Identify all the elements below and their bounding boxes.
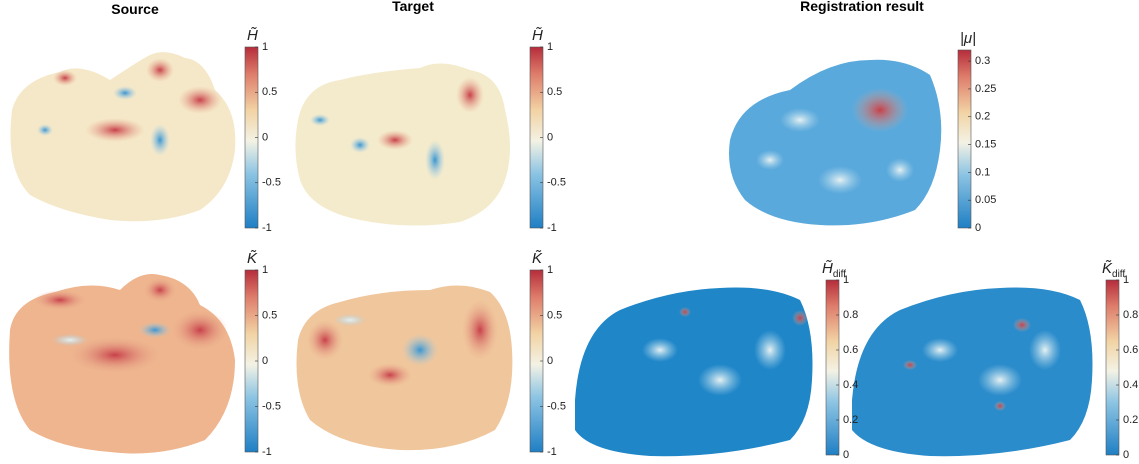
surface-source-k [9,274,235,454]
colorbar-tick-label: 0.6 [1123,344,1138,356]
panel-title: Registration result [800,0,924,14]
colorbar [1106,280,1119,455]
colorbar-label-symbol: H̃ [247,27,258,44]
colorbar-label-subscript: diff [833,269,846,280]
colorbar-label: H̃ [532,27,543,44]
colorbar-tick-label: 0 [262,355,268,367]
colorbar-tick-label: 0.8 [843,309,858,321]
colorbar-label-symbol: |μ| [960,30,976,47]
surface-source-h [10,52,235,221]
surface-registration [729,60,941,226]
surface-target-k [297,285,513,450]
colorbar-tick-label: 1 [262,264,268,276]
colorbar-tick-label: 1 [262,41,268,53]
colorbar-tick-label: -1 [547,222,557,234]
colorbar-label-symbol: K̃ [247,250,258,267]
surface-target-h [295,63,510,225]
colorbar-tick-label: 0.2 [975,111,990,123]
surface-h-diff [575,288,813,457]
colorbar-tick-label: 0 [1123,449,1129,461]
colorbar-label-symbol: H̃ [532,27,543,44]
colorbar-label-symbol: K̃ [532,250,543,267]
colorbar-tick-label: -0.5 [547,177,566,189]
figure: Source Target Registration result 1 0.5 0 -… [0,0,1139,464]
colorbar-tick-label: 0.5 [262,309,277,321]
colorbar-tick-label: 0.5 [547,86,562,98]
colorbar-tick-label: 0.1 [975,166,990,178]
panel-title: Source [111,1,159,17]
colorbar-tick-label: 0.4 [843,379,858,391]
colorbar-tick-label: 0.5 [547,309,562,321]
colorbar-tick-label: 0.5 [262,86,277,98]
colorbar-label-subscript: diff [1112,269,1125,280]
panel-title: Target [392,0,434,14]
colorbar-label: K̃ [532,250,543,267]
colorbar-tick-label: 0.8 [1123,309,1138,321]
colorbar-tick-label: 0 [262,131,268,143]
colorbar-tick-label: 0.2 [843,414,858,426]
colorbar-tick-label: 1 [547,264,553,276]
colorbar-tick-label: 0.6 [843,344,858,356]
colorbar-tick-label: 0.15 [975,138,996,150]
colorbar [826,280,839,455]
colorbar [958,50,971,228]
colorbar-tick-label: 0 [843,449,849,461]
colorbar-tick-label: -0.5 [547,400,566,412]
colorbar-tick-label: -1 [262,446,272,458]
colorbar-tick-label: 0 [547,355,553,367]
colorbar-tick-label: 0 [975,222,981,234]
colorbar-tick-label: 0.4 [1123,379,1138,391]
surface-k-diff [852,288,1093,457]
colorbar-tick-label: 0.25 [975,83,996,95]
colorbar-tick-label: 0 [547,131,553,143]
colorbar-tick-label: -0.5 [262,177,281,189]
colorbar-tick-label: 0.3 [975,55,990,67]
colorbar-label: H̃ [247,27,258,44]
colorbar-label: |μ| [960,30,976,47]
colorbar-tick-label: 1 [547,41,553,53]
colorbar-tick-label: -0.5 [262,400,281,412]
colorbar-label-symbol: H̃ [822,260,833,277]
colorbar-label: K̃ [247,250,258,267]
colorbar-tick-label: -1 [262,222,272,234]
colorbar-tick-label: 0.05 [975,194,996,206]
colorbar-tick-label: 0.2 [1123,414,1138,426]
colorbar-label: K̃diff [1102,260,1125,280]
colorbar-tick-label: -1 [547,446,557,458]
colorbar-label: H̃diff [822,260,846,280]
